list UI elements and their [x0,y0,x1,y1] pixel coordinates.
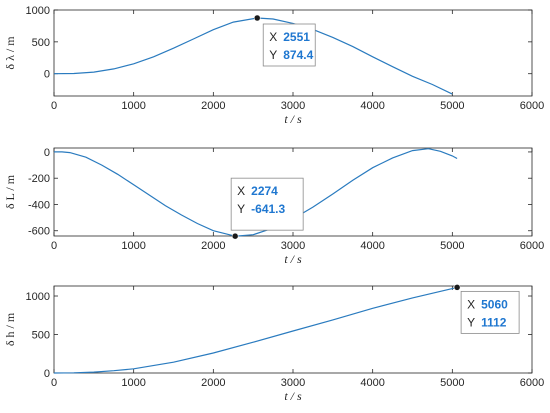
y-axis-label: δ L / m [3,174,17,209]
y-tick-label: -400 [28,199,50,211]
datatip[interactable]: X 5060 Y 1112 [460,290,520,334]
datatip-box [262,23,316,67]
chart-panel-2: 0 1000 2000 3000 4000 5000 6000 -600 -400 -200 0 t … [3,147,544,266]
y-tick-label: 0 [44,147,50,159]
x-tick-label: 1000 [121,240,145,252]
x-tick-label: 4000 [360,377,384,389]
datatip-y-value: 874.4 [283,48,313,62]
datatip-y-key: Y [237,202,245,216]
datatip-box [460,290,520,334]
x-axis-label: t / s [284,389,302,403]
datatip[interactable]: X 2551 Y 874.4 [262,23,316,67]
x-tick-label: 6000 [520,100,544,112]
x-tick-label: 0 [51,377,57,389]
y-tick-label: 500 [32,37,50,49]
x-tick-label: 2000 [201,100,225,112]
series-line [54,148,458,237]
plot-frame [53,285,533,374]
x-tick-label: 3000 [281,240,305,252]
datatip-marker[interactable] [253,14,261,22]
datatip-marker[interactable] [231,232,239,240]
x-tick-label: 2000 [201,240,225,252]
x-tick-label: 4000 [360,240,384,252]
y-tick-label: 0 [44,69,50,81]
y-axis-label: δ λ / m [3,36,17,70]
x-tick-label: 2000 [201,377,225,389]
x-tick-label: 6000 [520,377,544,389]
datatip-x-value: 2551 [283,30,310,44]
y-tick-label: 0 [44,368,50,380]
y-axis-label: δ h / m [3,312,17,346]
datatip-y-value: -641.3 [251,202,285,216]
datatip[interactable]: X 2274 Y -641.3 [230,177,304,231]
x-tick-label: 4000 [360,100,384,112]
datatip-y-value: 1112 [481,315,507,329]
x-tick-label: 0 [51,100,57,112]
x-tick-label: 5000 [440,377,464,389]
x-tick-label: 1000 [121,100,145,112]
x-tick-label: 3000 [281,377,305,389]
series-line [53,286,458,374]
y-tick-label: 1000 [26,5,50,17]
x-tick-label: 1000 [121,377,145,389]
series-line [53,17,453,95]
datatip-y-key: Y [269,48,277,62]
x-axis-label: t / s [284,252,302,266]
chart-panel-3: 0 1000 2000 3000 4000 5000 6000 0 500 1000 t / s δ … [3,284,544,403]
datatip-x-value: 2274 [251,184,278,198]
x-tick-label: 3000 [281,100,305,112]
datatip-x-value: 5060 [481,297,508,311]
datatip-x-key: X [237,184,245,198]
y-tick-label: -200 [28,173,50,185]
x-tick-label: 5000 [440,240,464,252]
x-axis-label: t / s [284,112,302,126]
chart-panel-1: 0 1000 2000 3000 4000 5000 6000 0 500 1000 t / s δ … [3,5,544,126]
x-tick-label: 6000 [520,240,544,252]
y-tick-label: 1000 [26,291,50,303]
datatip-marker[interactable] [453,284,461,291]
datatip-x-key: X [269,30,277,44]
x-tick-label: 5000 [440,100,464,112]
datatip-box [230,177,304,231]
x-tick-label: 0 [51,240,57,252]
datatip-x-key: X [467,297,475,311]
y-tick-label: -600 [28,226,50,238]
datatip-y-key: Y [467,315,475,329]
y-tick-label: 500 [32,330,50,342]
